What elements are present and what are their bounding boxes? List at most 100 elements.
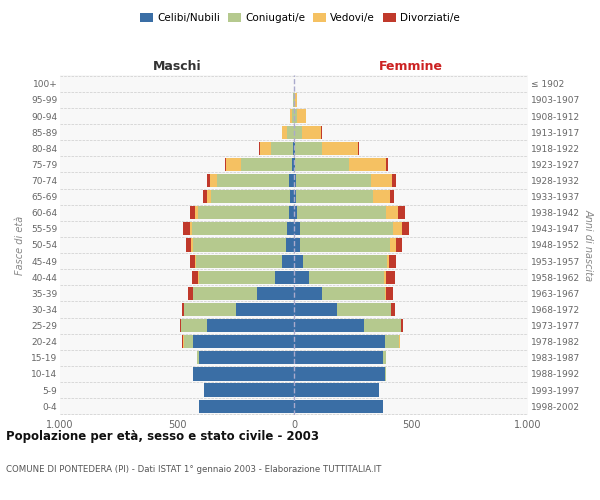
Bar xyxy=(204,384,294,396)
Bar xyxy=(295,142,322,155)
Bar xyxy=(193,335,294,348)
Bar xyxy=(290,110,292,122)
Bar xyxy=(299,238,391,252)
Bar xyxy=(211,190,290,203)
Bar xyxy=(386,270,395,284)
Bar xyxy=(199,270,275,284)
Bar xyxy=(241,158,292,171)
Bar xyxy=(193,238,286,252)
Bar xyxy=(391,303,395,316)
Bar xyxy=(190,254,195,268)
Bar xyxy=(294,384,379,396)
Bar xyxy=(198,206,289,220)
Bar xyxy=(303,254,386,268)
Bar xyxy=(299,222,393,235)
Bar xyxy=(322,286,385,300)
Bar xyxy=(185,238,191,252)
Bar xyxy=(371,174,392,187)
Bar xyxy=(235,303,294,316)
Bar xyxy=(294,174,296,187)
Bar xyxy=(193,286,257,300)
Bar xyxy=(199,351,294,364)
Bar xyxy=(290,190,294,203)
Bar xyxy=(295,94,297,106)
Bar xyxy=(296,174,371,187)
Bar xyxy=(294,110,297,122)
Bar xyxy=(203,190,207,203)
Bar xyxy=(208,319,294,332)
Bar xyxy=(386,158,388,171)
Bar xyxy=(294,286,322,300)
Bar xyxy=(197,351,199,364)
Bar xyxy=(289,206,294,220)
Bar xyxy=(294,335,385,348)
Bar xyxy=(188,286,193,300)
Bar xyxy=(391,238,395,252)
Bar xyxy=(383,351,386,364)
Bar xyxy=(302,126,321,139)
Bar xyxy=(260,142,271,155)
Bar xyxy=(199,400,294,412)
Text: Maschi: Maschi xyxy=(152,60,202,72)
Text: Femmine: Femmine xyxy=(379,60,443,72)
Bar xyxy=(393,222,401,235)
Bar xyxy=(196,254,283,268)
Bar xyxy=(386,286,393,300)
Bar xyxy=(195,206,198,220)
Bar xyxy=(297,206,386,220)
Bar xyxy=(401,222,409,235)
Bar xyxy=(294,222,299,235)
Bar xyxy=(226,158,241,171)
Bar xyxy=(207,190,211,203)
Bar xyxy=(358,142,359,155)
Bar xyxy=(349,158,386,171)
Bar xyxy=(294,351,383,364)
Bar xyxy=(190,222,191,235)
Bar xyxy=(337,303,391,316)
Bar xyxy=(182,303,184,316)
Bar xyxy=(286,238,294,252)
Bar xyxy=(385,286,386,300)
Bar xyxy=(389,254,396,268)
Bar xyxy=(294,190,296,203)
Bar xyxy=(271,142,293,155)
Bar xyxy=(373,190,390,203)
Bar xyxy=(294,303,337,316)
Bar xyxy=(390,190,394,203)
Bar xyxy=(184,303,235,316)
Bar xyxy=(191,238,193,252)
Y-axis label: Fasce di età: Fasce di età xyxy=(16,216,25,274)
Bar xyxy=(385,368,386,380)
Bar xyxy=(283,254,294,268)
Bar xyxy=(225,158,226,171)
Bar xyxy=(294,319,364,332)
Text: Popolazione per età, sesso e stato civile - 2003: Popolazione per età, sesso e stato civil… xyxy=(6,430,319,443)
Bar xyxy=(294,254,303,268)
Bar xyxy=(282,126,287,139)
Bar xyxy=(289,174,294,187)
Bar xyxy=(385,335,400,348)
Bar xyxy=(292,158,294,171)
Bar xyxy=(217,174,289,187)
Bar xyxy=(294,368,385,380)
Bar xyxy=(183,222,190,235)
Bar xyxy=(294,94,295,106)
Bar xyxy=(294,238,299,252)
Legend: Celibi/Nubili, Coniugati/e, Vedovi/e, Divorziati/e: Celibi/Nubili, Coniugati/e, Vedovi/e, Di… xyxy=(137,10,463,26)
Bar xyxy=(293,142,294,155)
Bar xyxy=(308,270,384,284)
Bar xyxy=(384,270,386,284)
Y-axis label: Anni di nascita: Anni di nascita xyxy=(584,209,594,281)
Bar xyxy=(296,190,373,203)
Bar xyxy=(257,286,294,300)
Bar xyxy=(275,270,294,284)
Bar xyxy=(294,400,383,412)
Bar xyxy=(181,319,208,332)
Bar xyxy=(190,206,195,220)
Bar xyxy=(295,126,302,139)
Bar xyxy=(184,335,193,348)
Bar xyxy=(386,206,398,220)
Text: COMUNE DI PONTEDERA (PI) - Dati ISTAT 1° gennaio 2003 - Elaborazione TUTTITALIA.: COMUNE DI PONTEDERA (PI) - Dati ISTAT 1°… xyxy=(6,465,382,474)
Bar xyxy=(386,254,389,268)
Bar xyxy=(193,368,294,380)
